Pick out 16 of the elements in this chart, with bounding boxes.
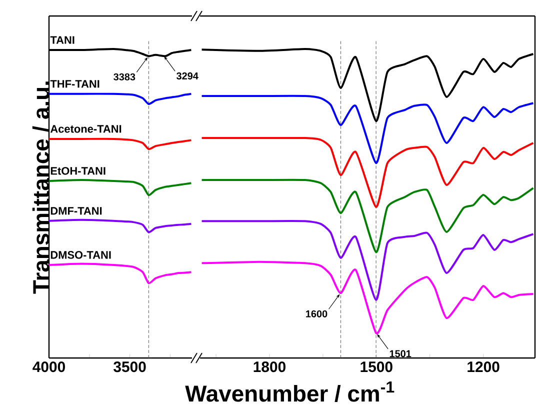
series-label: TANI: [50, 36, 74, 44]
x-tick-label: 1500: [360, 362, 392, 372]
series-label: THF-TANI: [50, 80, 100, 88]
x-tick-label: 1200: [468, 362, 500, 372]
series-label: DMSO-TANI: [50, 251, 111, 259]
x-tick-label: 1800: [254, 362, 286, 372]
series-label: EtOH-TANI: [50, 167, 106, 175]
annotation: 3294: [176, 72, 198, 80]
x-tick-label: 3500: [114, 362, 146, 372]
annotation: 3383: [114, 73, 136, 80]
annotation: 1600: [306, 310, 328, 318]
x-tick-label: 4000: [32, 362, 65, 372]
annotation: 1501: [390, 350, 412, 358]
series-label: DMF-TANI: [50, 207, 102, 215]
series-label: Acetone-TANI: [50, 125, 122, 133]
x-axis-title: Wavenumber / cm$^{-1}$: [185, 382, 394, 402]
